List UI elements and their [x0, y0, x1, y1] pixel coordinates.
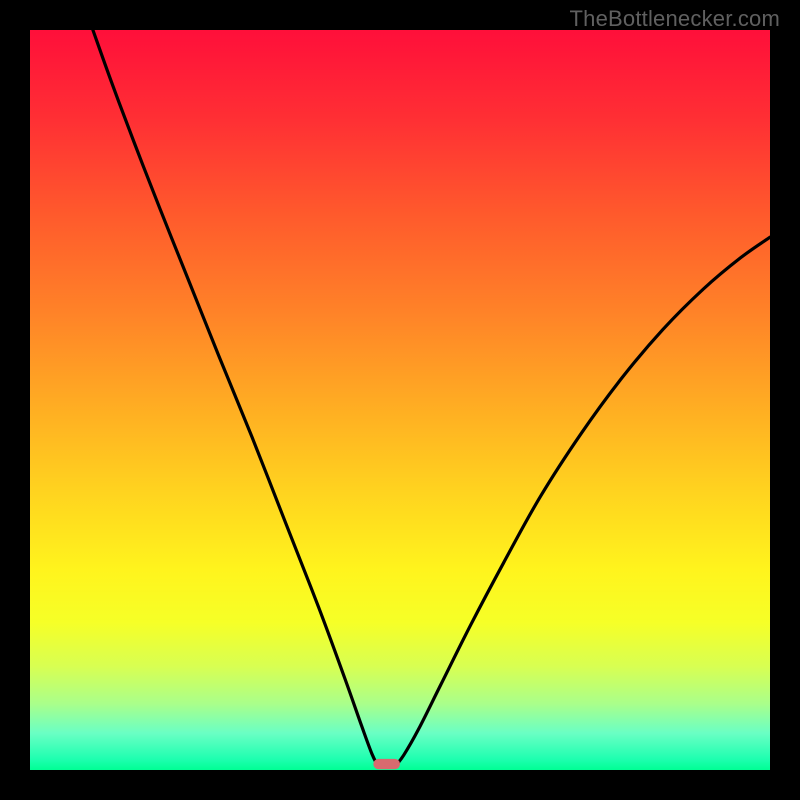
- figure-container: TheBottlenecker.com: [0, 0, 800, 800]
- watermark-text: TheBottlenecker.com: [570, 6, 780, 32]
- bottleneck-chart: [0, 0, 800, 800]
- minimum-marker: [373, 759, 400, 769]
- plot-background: [30, 30, 770, 770]
